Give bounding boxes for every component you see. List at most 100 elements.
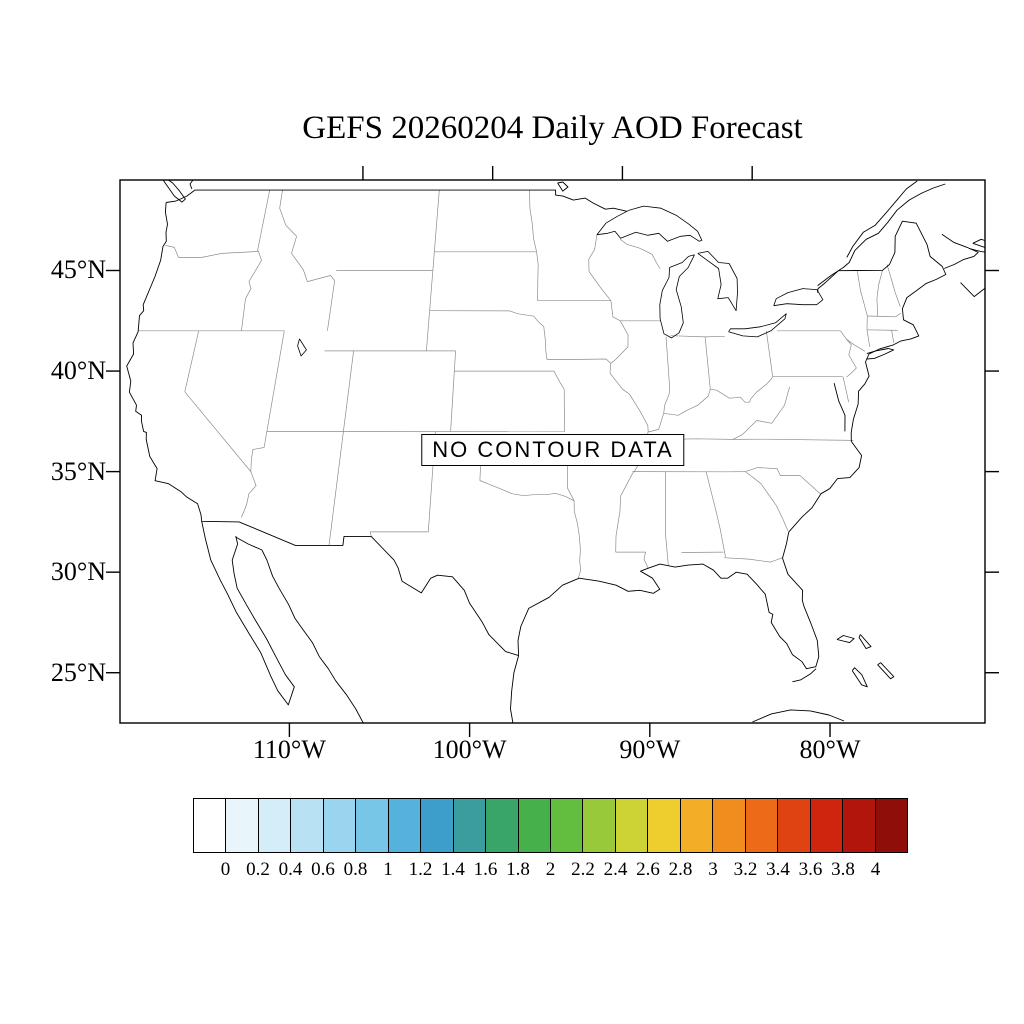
- colorbar-tick-label: 0: [220, 859, 231, 880]
- coastline: [792, 668, 817, 683]
- coastline: [126, 202, 947, 670]
- colorbar-cell: [453, 799, 487, 852]
- state-border: [745, 471, 789, 532]
- coastline: [846, 180, 918, 258]
- state-border: [842, 376, 850, 403]
- state-border: [886, 264, 901, 307]
- state-border: [369, 431, 436, 537]
- lake-outline: [773, 288, 824, 307]
- colorbar-tick-label: 4: [870, 859, 881, 880]
- state-border: [723, 557, 783, 563]
- ticks-layer: [106, 166, 999, 737]
- lon-tick-label: 110°W: [252, 735, 326, 764]
- colorbar-tick-label: 3.6: [798, 859, 823, 880]
- colorbar-cell: [421, 799, 454, 852]
- state-border: [450, 350, 456, 432]
- colorbar-tick-label: 2: [545, 859, 556, 880]
- colorbar-cell: [778, 799, 811, 852]
- coastline: [858, 634, 872, 650]
- lake-outline: [596, 205, 703, 242]
- state-border: [619, 238, 661, 269]
- state-border: [726, 467, 821, 494]
- state-border: [891, 330, 895, 343]
- state-border: [845, 338, 857, 378]
- coastline: [235, 536, 364, 723]
- lat-tick-label: 45°N: [50, 255, 106, 285]
- coastline: [189, 180, 194, 190]
- coastline: [162, 180, 186, 203]
- map-frame: [119, 179, 986, 724]
- coastline: [836, 635, 855, 644]
- colorbar-tick-label: 1.4: [441, 859, 465, 880]
- colorbar-tick-label: 0.4: [278, 859, 303, 880]
- coastline: [166, 189, 627, 212]
- state-border: [429, 310, 538, 322]
- state-border: [426, 190, 440, 351]
- colorbar-cell: [713, 799, 746, 852]
- coastline: [201, 521, 295, 706]
- state-border: [704, 336, 711, 390]
- colorbar-tick-label: 2.2: [571, 859, 595, 880]
- colorbar-tick-label: 3.4: [766, 859, 790, 880]
- colorbar-cell: [680, 799, 714, 852]
- colorbar-cell: [323, 799, 357, 852]
- colorbar-cell: [843, 799, 876, 852]
- geography-layer: [126, 180, 985, 723]
- colorbar-cell: [388, 799, 422, 852]
- colorbar-cell: [875, 799, 907, 852]
- lake-outline: [697, 251, 738, 312]
- lat-tick-label: 35°N: [50, 456, 106, 486]
- state-border: [615, 551, 649, 569]
- lat-tick-label: 40°N: [50, 356, 106, 386]
- colorbar-tick-label: 1: [383, 859, 393, 880]
- state-border: [648, 330, 774, 433]
- colorbar-cell: [615, 799, 649, 852]
- state-border: [763, 438, 854, 441]
- lake-outline: [297, 338, 307, 357]
- colorbar-tick-label: 2.8: [668, 859, 693, 880]
- colorbar-cell: [356, 799, 389, 852]
- colorbar-cell: [258, 799, 292, 852]
- state-border: [434, 441, 575, 502]
- colorbar-tick-label: 3: [708, 859, 718, 880]
- colorbar-cell: [745, 799, 779, 852]
- colorbar-tick-label: 2.6: [636, 859, 660, 880]
- state-border: [547, 358, 612, 364]
- coastline: [851, 667, 868, 688]
- colorbar-cell: [550, 799, 584, 852]
- state-border: [537, 320, 548, 360]
- colorbar-cell: [810, 799, 844, 852]
- state-border: [279, 190, 335, 282]
- state-border: [573, 500, 582, 579]
- coastline: [833, 382, 846, 432]
- colorbar-cell: [486, 799, 519, 852]
- colorbar-cell: [291, 799, 324, 852]
- colorbar-tick-label: 3.8: [831, 859, 855, 880]
- colorbar-tick-label: 3.2: [733, 859, 758, 880]
- coastline: [510, 655, 520, 723]
- colorbar-tick-label: 1.2: [408, 859, 433, 880]
- colorbar-cell: [583, 799, 616, 852]
- coastline: [817, 183, 946, 286]
- state-border: [867, 312, 901, 318]
- colorbar-tick-label: 0.2: [246, 859, 270, 880]
- colorbar: [193, 798, 908, 853]
- coastline: [941, 233, 979, 269]
- state-border: [184, 330, 252, 472]
- state-border: [241, 251, 262, 331]
- state-border: [866, 329, 898, 331]
- colorbar-tick-label: 0.8: [343, 859, 368, 880]
- state-border: [529, 190, 537, 252]
- colorbar-cell: [194, 799, 227, 852]
- state-border: [663, 336, 671, 414]
- colorbar-cell: [226, 799, 259, 852]
- state-border: [240, 330, 285, 518]
- state-border: [328, 431, 344, 546]
- coastline: [972, 238, 985, 248]
- colorbar-tick-label: 2.4: [603, 859, 628, 880]
- lon-tick-label: 80°W: [799, 735, 861, 764]
- lon-tick-label: 90°W: [619, 735, 681, 764]
- lake-outline: [659, 254, 695, 339]
- colorbar-tick-label: 0.6: [311, 859, 335, 880]
- lat-tick-label: 30°N: [50, 557, 106, 587]
